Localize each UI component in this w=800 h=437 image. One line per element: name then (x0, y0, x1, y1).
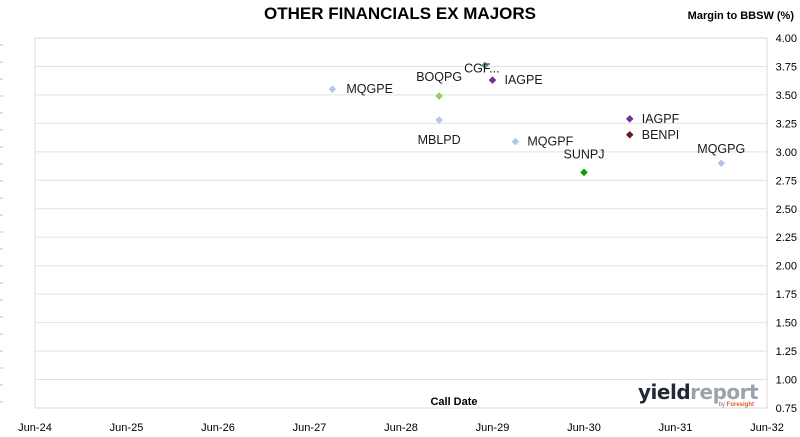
x-tick-label: Jun-25 (110, 422, 144, 434)
y-tick-label: 3.50 (776, 90, 797, 102)
y-tick-label: 3.75 (776, 61, 797, 73)
data-label: IAGPE (505, 73, 543, 87)
logo-subtext-by: by (718, 402, 725, 408)
y-tick-label: 2.25 (776, 232, 797, 244)
logo-text-yield: yield (638, 380, 691, 404)
data-label: MQGPF (527, 135, 573, 149)
logo-subtext: by Foresight (719, 402, 754, 408)
data-label: MBLPD (418, 133, 461, 147)
y-axis-label: Margin to BBSW (%) (687, 10, 794, 22)
data-point-mqgpf (511, 137, 520, 146)
chart-title: OTHER FINANCIALS EX MAJORS (263, 4, 537, 23)
data-label: BENPI (642, 128, 680, 142)
data-point-benpi (625, 131, 634, 139)
y-tick-label: 1.00 (776, 375, 797, 387)
x-tick-label: Jun-30 (567, 422, 601, 434)
y-tick-label: 2.00 (776, 261, 797, 273)
data-label: IAGPF (642, 112, 680, 126)
data-label: MQGPG (697, 142, 745, 156)
x-tick-label: Jun-32 (750, 422, 784, 434)
y-tick-label: 4.00 (776, 33, 797, 45)
data-point-mqgpe (328, 85, 337, 93)
y-tick-label: 2.50 (776, 204, 797, 216)
data-point-iagpe (488, 76, 497, 84)
x-tick-label: Jun-29 (476, 422, 510, 434)
x-tick-label: Jun-31 (659, 422, 693, 434)
plot-border (34, 37, 768, 409)
y-tick-label: 3.00 (776, 147, 797, 159)
x-tick-label: Jun-24 (18, 422, 52, 434)
data-point-mqgpg (717, 159, 726, 167)
yieldreport-logo: yieldreport by Foresight (638, 380, 759, 410)
data-point-iagpf (625, 115, 634, 123)
data-label: MQGPE (346, 82, 393, 96)
y-tick-label: 1.50 (776, 318, 797, 330)
y-tick-label: 1.75 (776, 289, 797, 301)
y-tick-label: 0.75 (776, 403, 797, 415)
logo-text-report: report (690, 380, 759, 404)
logo-subtext-brand: Foresight (726, 402, 754, 408)
y-tick-label: 2.75 (776, 175, 797, 187)
data-label: BOQPG (416, 70, 462, 84)
y-tick-label: 3.25 (776, 118, 797, 130)
x-tick-label: Jun-26 (201, 422, 235, 434)
data-label: SUNPJ (564, 147, 605, 161)
data-point-cgf (481, 61, 489, 70)
x-axis-label: Call Date (430, 396, 478, 408)
y-tick-label: 1.25 (776, 346, 797, 358)
x-tick-label: Jun-27 (293, 422, 327, 434)
data-point-boqpg (435, 92, 443, 100)
data-point-mblpd (435, 116, 443, 124)
data-label: CGF... (464, 61, 499, 75)
x-tick-label: Jun-28 (384, 422, 418, 434)
data-point-sunpj (580, 168, 588, 177)
